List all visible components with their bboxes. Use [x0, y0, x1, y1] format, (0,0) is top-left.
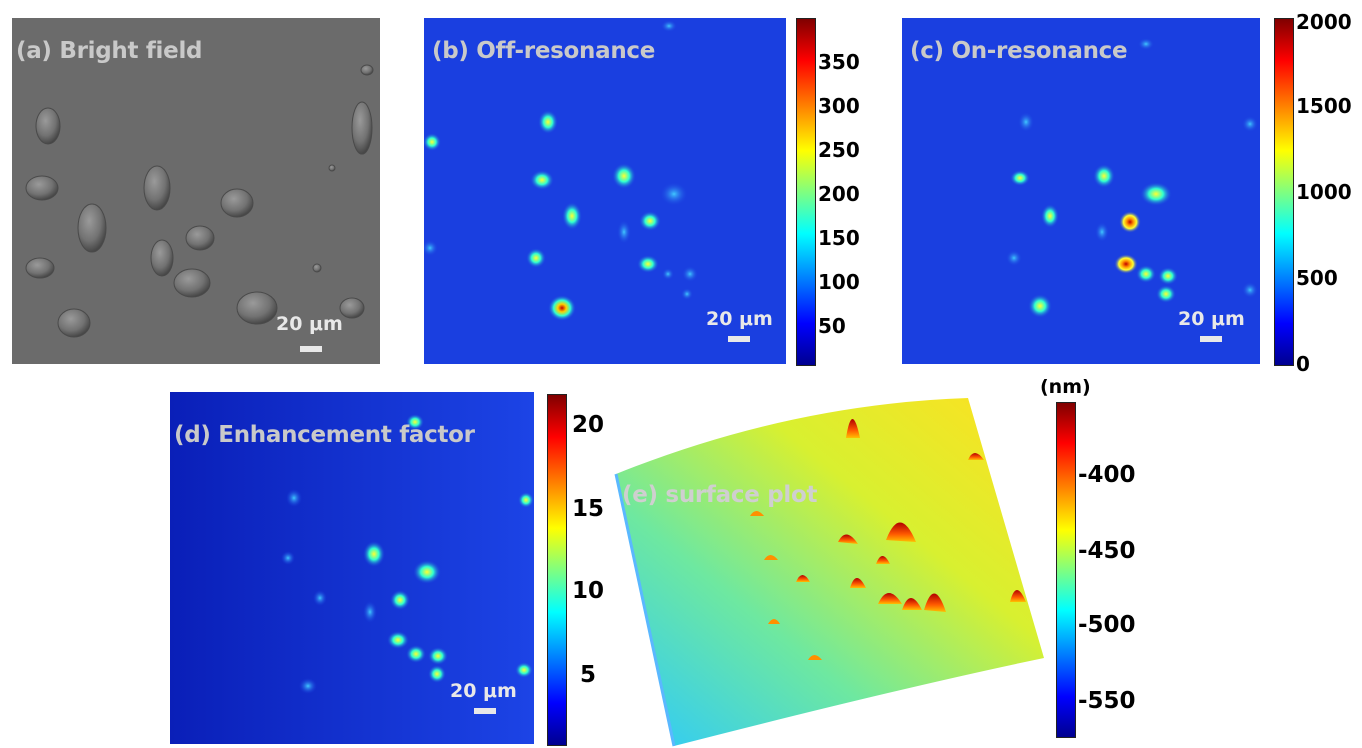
off-resonance-panel: (b) Off-resonance 20 μm	[424, 18, 786, 364]
panel-b-title: (b) Off-resonance	[432, 38, 656, 64]
panel-c-scale-label: 20 μm	[1178, 308, 1245, 330]
colorbar-e-tick: -400	[1078, 462, 1136, 488]
colorbar-d-tick: 15	[572, 496, 605, 522]
colorbar-c-tick: 500	[1296, 266, 1338, 290]
colorbar-b-tick: 350	[818, 50, 860, 74]
panel-d-scale-label: 20 μm	[450, 680, 517, 702]
panel-b-scale-label: 20 μm	[706, 308, 773, 330]
enhancement-factor-panel: (d) Enhancement factor 20 μm	[170, 392, 534, 744]
off-resonance-map	[424, 18, 786, 364]
colorbar-e-tick: -450	[1078, 538, 1136, 564]
surface-colorbar	[1056, 402, 1076, 738]
colorbar-c-tick: 0	[1296, 352, 1310, 376]
colorbar-e-tick: -550	[1078, 688, 1136, 714]
panel-c-title: (c) On-resonance	[910, 38, 1128, 64]
colorbar-b-tick: 100	[818, 270, 860, 294]
enhancement-colorbar	[547, 394, 567, 746]
surface-plot-panel: (e) surface plot	[600, 392, 1050, 748]
colorbar-b-tick: 50	[818, 314, 846, 338]
colorbar-e-unit: (nm)	[1040, 376, 1091, 398]
colorbar-d-tick: 20	[572, 412, 605, 438]
panel-a-scale-bar	[300, 346, 322, 352]
panel-d-title: (d) Enhancement factor	[174, 422, 475, 448]
colorbar-d-tick: 10	[572, 578, 605, 604]
colorbar-b-tick: 200	[818, 182, 860, 206]
panel-c-scale-bar	[1200, 336, 1222, 342]
colorbar-c-tick: 1000	[1296, 180, 1352, 204]
surface-plot-3d	[614, 398, 1044, 747]
panel-b-scale-bar	[728, 336, 750, 342]
colorbar-e-tick: -500	[1078, 612, 1136, 638]
colorbar-c-tick: 2000	[1296, 10, 1352, 34]
panel-a-title: (a) Bright field	[16, 38, 203, 64]
on-resonance-panel: (c) On-resonance 20 μm	[902, 18, 1260, 364]
colorbar-b-tick: 150	[818, 226, 860, 250]
panel-e-title: (e) surface plot	[622, 482, 818, 508]
colorbar-b-tick: 250	[818, 138, 860, 162]
on-resonance-map	[902, 18, 1260, 364]
colorbar-c-tick: 1500	[1296, 94, 1352, 118]
enhancement-factor-map	[170, 392, 534, 744]
bright-field-panel: (a) Bright field 20 μm	[12, 18, 380, 364]
panel-d-scale-bar	[474, 708, 496, 714]
on-resonance-colorbar	[1274, 18, 1294, 366]
off-resonance-colorbar	[796, 18, 816, 366]
colorbar-d-tick: 5	[580, 662, 597, 688]
bright-field-image	[12, 18, 380, 364]
colorbar-b-tick: 300	[818, 94, 860, 118]
panel-a-scale-label: 20 μm	[276, 313, 343, 335]
